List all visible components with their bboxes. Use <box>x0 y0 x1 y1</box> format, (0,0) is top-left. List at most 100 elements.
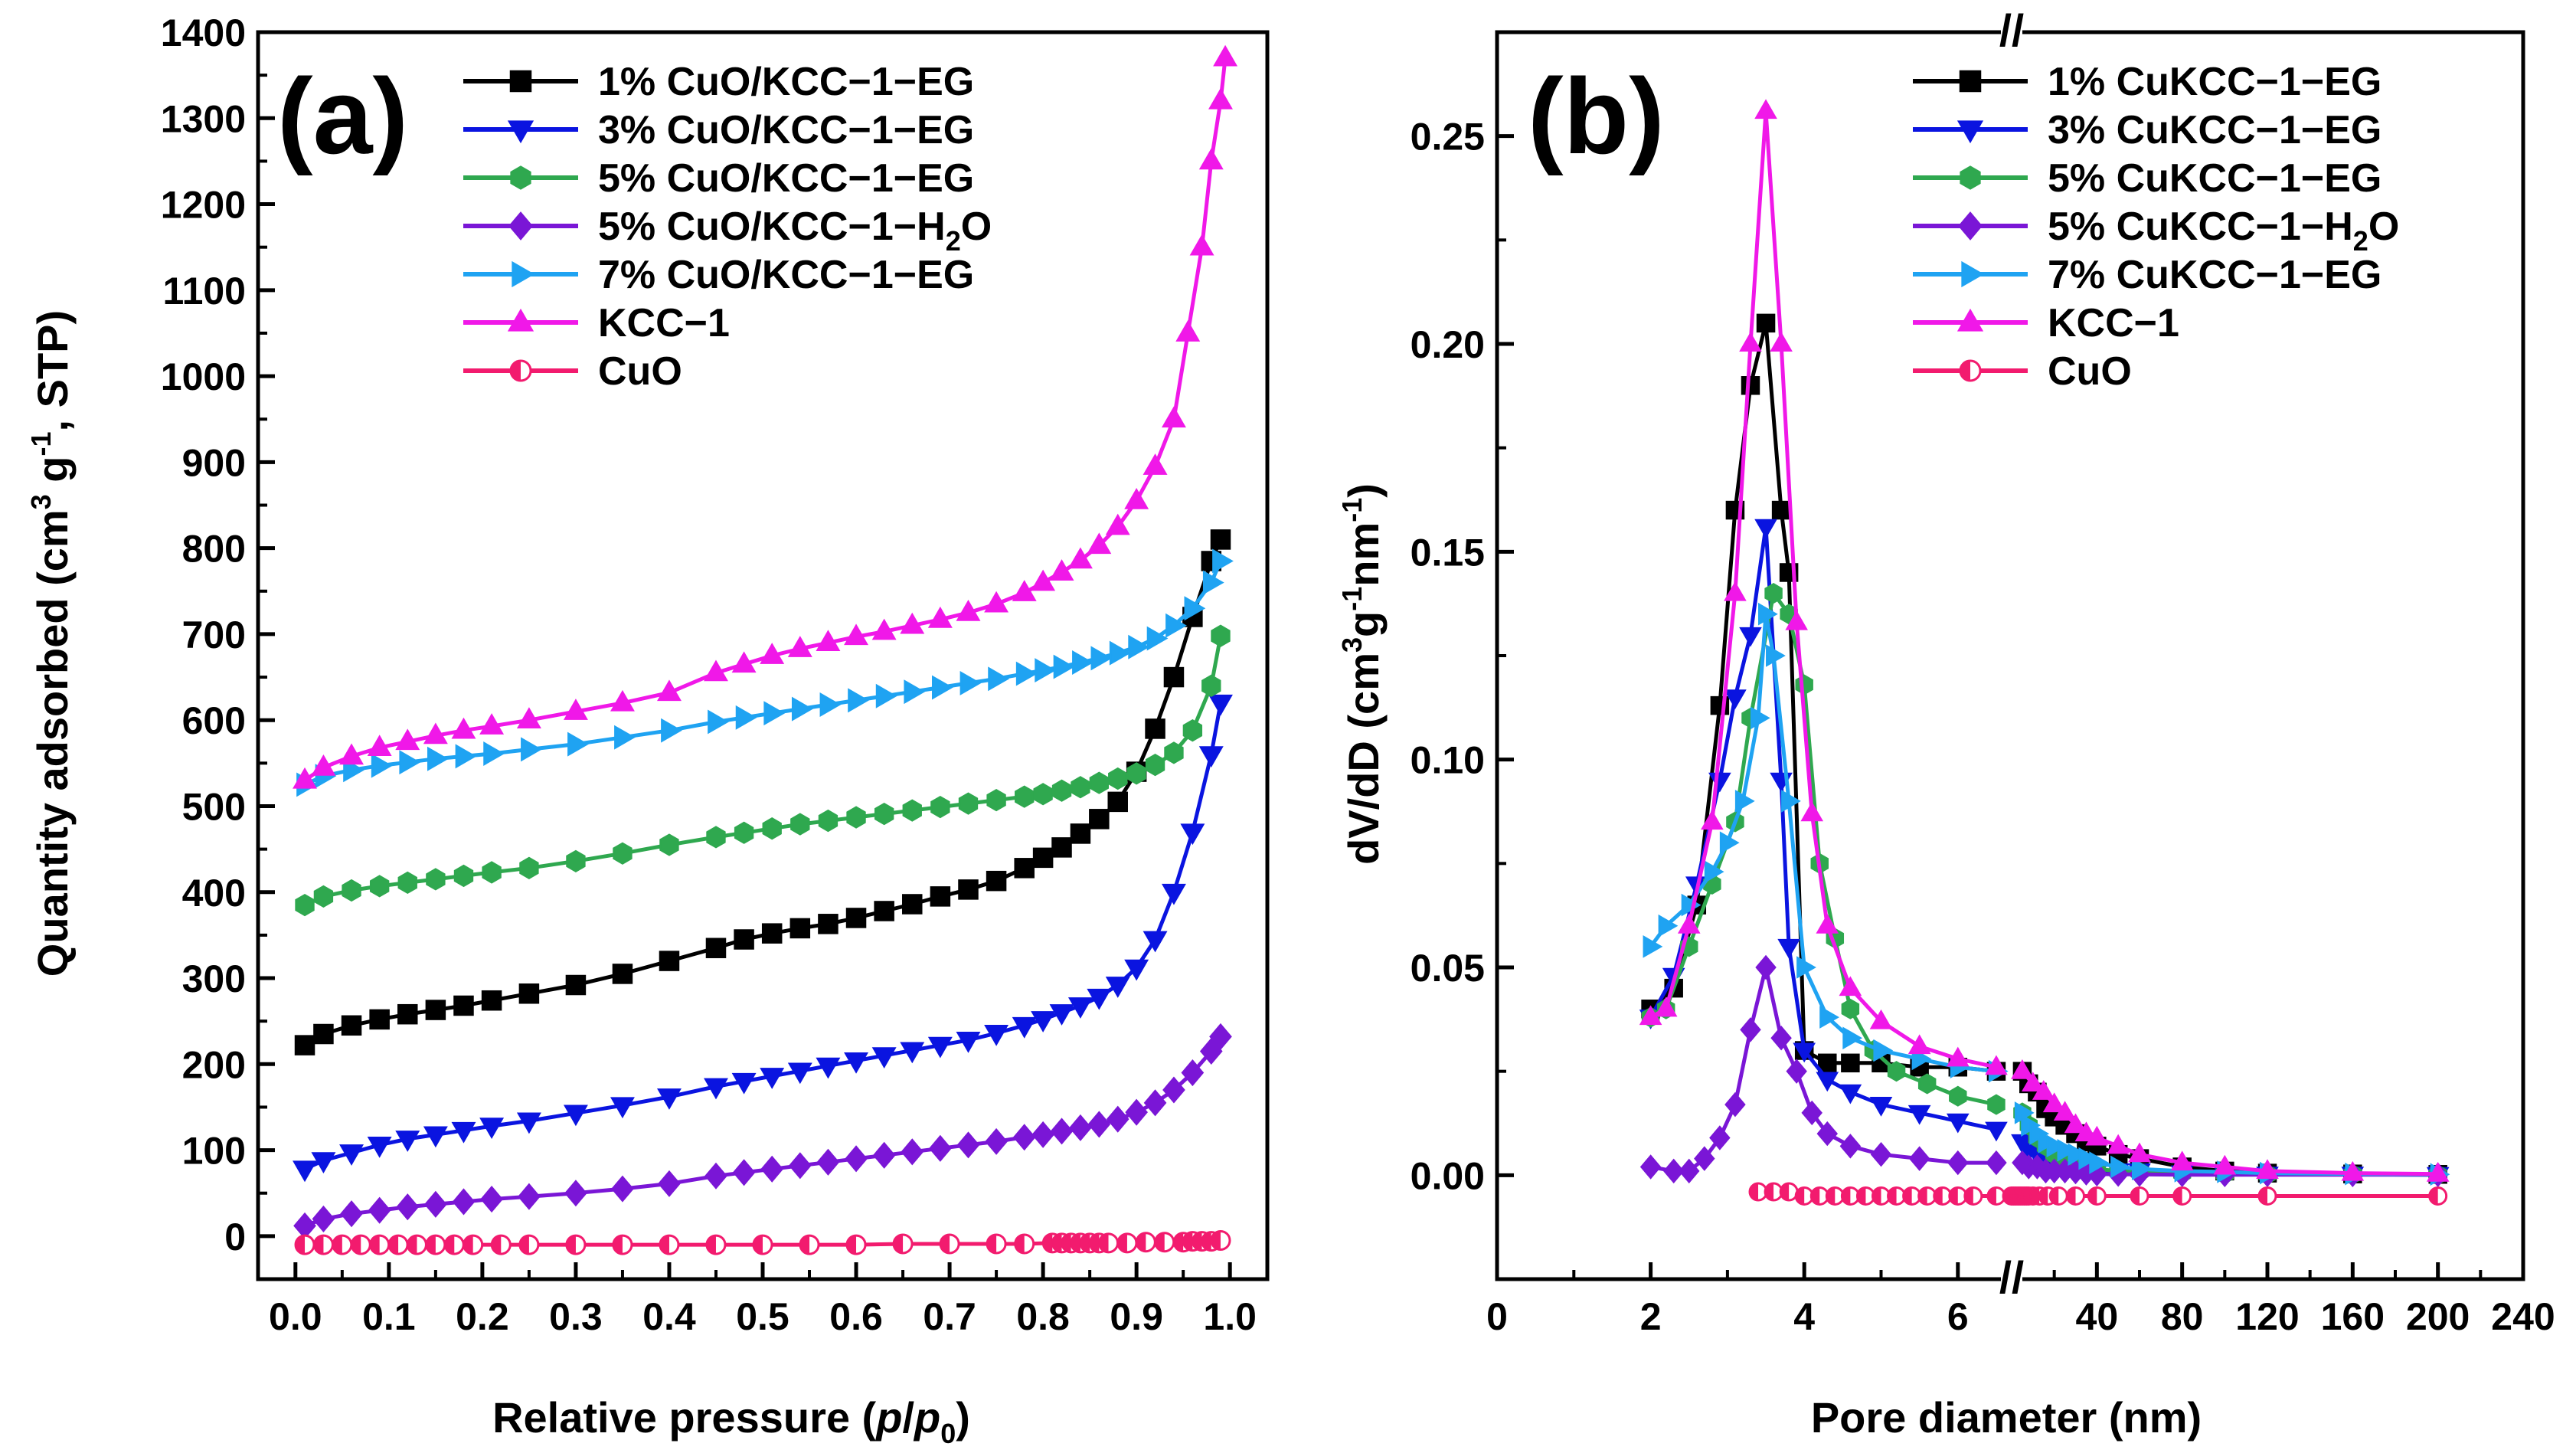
series-7-cuo-kcc-1-eg-point <box>904 679 926 705</box>
series-5-cuo-kcc-1-h2o-point <box>1031 1121 1054 1148</box>
series-7-cuo-kcc-1-eg-point <box>875 683 897 709</box>
legend-label: 5% CuKCC−1−EG <box>2048 156 2381 201</box>
series-7-cukcc-1-eg-seg2-point <box>2057 1138 2077 1162</box>
legend-marker <box>509 70 532 93</box>
x-tick-label-240: 240 <box>2491 1295 2555 1338</box>
series-5-cuo-kcc-1-eg-point <box>762 817 782 840</box>
series-cuo-point-half <box>987 1234 997 1253</box>
x-tick-label-0-8: 0.8 <box>1016 1295 1070 1338</box>
series-cuo-point <box>1135 1232 1156 1253</box>
series-5-cuo-kcc-1-eg-point <box>566 849 586 872</box>
legend-item: 5% CuO/KCC−1−EG <box>463 156 974 201</box>
series-3-cukcc-1-eg-seg1-point <box>1839 1084 1862 1104</box>
panel-b-ylabel: dV/dD (cm3g-1nm-1) <box>1336 483 1388 865</box>
series-cuo-point-half <box>332 1235 342 1255</box>
series-kcc-1-point <box>516 707 541 729</box>
series-5-cuo-kcc-1-eg-point <box>902 799 922 822</box>
series-5-cukcc-1-eg-seg1-point <box>1917 1073 1937 1095</box>
series-kcc-1-point <box>1189 234 1214 256</box>
legend-marker <box>507 308 534 332</box>
series-kcc-1-point <box>704 659 728 682</box>
legend-item: CuO <box>463 349 682 394</box>
series-cuo-seg1-point-half <box>1796 1187 1805 1205</box>
series-3-cuo-kcc-1-eg-point <box>1067 997 1093 1019</box>
series-3-cuo-kcc-1-eg-point <box>339 1144 364 1166</box>
series-5-cuo-kcc-1-h2o-point <box>368 1196 391 1224</box>
series-3-cuo-kcc-1-eg-point <box>423 1126 448 1148</box>
series-cuo-seg1-point-half <box>1826 1187 1836 1205</box>
series-3-cuo-kcc-1-eg-point <box>610 1097 635 1119</box>
series-cuo-point <box>406 1234 427 1255</box>
series-cuo-seg1-point-half <box>1918 1187 1927 1205</box>
series-kcc-1-seg2-point <box>2032 1080 2055 1100</box>
series-5-cuo-kcc-1-h2o-point <box>1181 1059 1205 1087</box>
series-5-cukcc-1-eg-seg1-point <box>1764 583 1783 604</box>
series-7-cuo-kcc-1-eg-point <box>848 688 869 713</box>
panel-a-xlabel: Relative pressure (p/p0) <box>492 1393 970 1449</box>
series-1-cuo-kcc-1-eg-point <box>612 964 633 984</box>
legend-item: 7% CuKCC−1−EG <box>1913 253 2381 297</box>
series-5-cukcc-1-h2o-seg1-point <box>1801 1100 1822 1126</box>
x-tick-label-0-5: 0.5 <box>736 1295 789 1338</box>
series-5-cuo-kcc-1-eg-point <box>482 861 502 884</box>
y-tick-label-1100: 1100 <box>163 270 246 313</box>
series-7-cukcc-1-eg-seg2-point <box>2046 1134 2067 1158</box>
series-cuo-point-half <box>1183 1232 1193 1251</box>
series-kcc-1-point <box>1162 406 1186 428</box>
series-cuo-point <box>1210 1229 1231 1251</box>
series-5-cuo-kcc-1-h2o-point <box>1087 1111 1111 1138</box>
series-5-cukcc-1-h2o-seg1-point <box>1740 1017 1761 1042</box>
axis-break-symbol: // <box>1999 1253 2024 1303</box>
legend-marker <box>1959 359 1982 382</box>
series-cuo-seg1-point-half <box>1872 1187 1881 1205</box>
series-5-cuo-kcc-1-eg-point <box>846 806 866 829</box>
legend-marker-half <box>1960 361 1970 381</box>
series-3-cuo-kcc-1-eg-point <box>984 1025 1009 1046</box>
series-cuo-point <box>659 1234 680 1255</box>
series-cuo-point <box>612 1234 633 1255</box>
legend-marker <box>1960 165 1981 190</box>
panel-a-legend: 1% CuO/KCC−1−EG3% CuO/KCC−1−EG5% CuO/KCC… <box>463 60 992 394</box>
series-1-cuo-kcc-1-eg-point <box>1089 809 1110 830</box>
series-5-cukcc-1-h2o-seg1-point <box>1816 1121 1839 1147</box>
x-tick-label-0-2: 0.2 <box>456 1295 509 1338</box>
series-7-cuo-kcc-1-eg-point <box>661 718 682 743</box>
series-3-cuo-kcc-1-eg-point <box>816 1057 841 1079</box>
series-kcc-1-point <box>984 591 1009 613</box>
series-kcc-1-point <box>1105 513 1130 535</box>
series-3-cuo-kcc-1-eg-point <box>516 1112 541 1134</box>
series-kcc-1 <box>1639 99 2450 1182</box>
series-kcc-1-point <box>844 623 868 646</box>
y-tick-label-0-15: 0.15 <box>1411 531 1485 574</box>
panel-a-ylabel-g: g <box>28 457 77 495</box>
series-5-cuo-kcc-1-eg-point <box>874 802 894 826</box>
series-kcc-1-point <box>900 612 925 634</box>
series-5-cuo-kcc-1-h2o-point <box>452 1188 476 1216</box>
series-cuo-point <box>705 1234 727 1255</box>
series-kcc-1-seg2-point <box>2011 1059 2034 1079</box>
series-3-cuo-kcc-1-eg-point <box>1105 977 1130 998</box>
series-5-cuo-kcc-1-eg-point <box>295 893 315 917</box>
series-3-cuo-kcc-1-eg-point <box>1180 823 1205 846</box>
series-cuo-point-half <box>463 1235 473 1255</box>
series-3-cuo-kcc-1-eg-point <box>479 1118 505 1140</box>
series-cuo <box>1748 1182 2448 1206</box>
y-tick-label-0-00: 0.00 <box>1411 1154 1485 1197</box>
legend-label-end: O <box>2368 205 2399 249</box>
series-7-cukcc-1-eg-seg2-point <box>2078 1147 2099 1170</box>
series-5-cuo-kcc-1-eg-point <box>818 809 839 833</box>
series-cuo-point <box>845 1234 867 1255</box>
series-1-cuo-kcc-1-eg-point <box>818 914 839 934</box>
legend-marker <box>509 359 532 382</box>
series-5-cuo-kcc-1-eg-point <box>930 795 950 819</box>
panel-a-ylabel-main: Quantity adsorbed (cm <box>28 509 77 977</box>
series-5-cukcc-1-eg-seg1-point <box>1949 1085 1967 1107</box>
x-tick-label-0-3: 0.3 <box>549 1295 603 1338</box>
series-kcc-1-point <box>1087 532 1112 555</box>
series-1-cuo-kcc-1-eg-point <box>313 1023 334 1045</box>
series-kcc-1-seg2-point <box>2085 1125 2109 1146</box>
legend-item: 3% CuKCC−1−EG <box>1913 108 2381 152</box>
series-kcc-1 <box>293 44 1238 789</box>
series-cuo-seg1-point-half <box>1987 1187 1996 1205</box>
